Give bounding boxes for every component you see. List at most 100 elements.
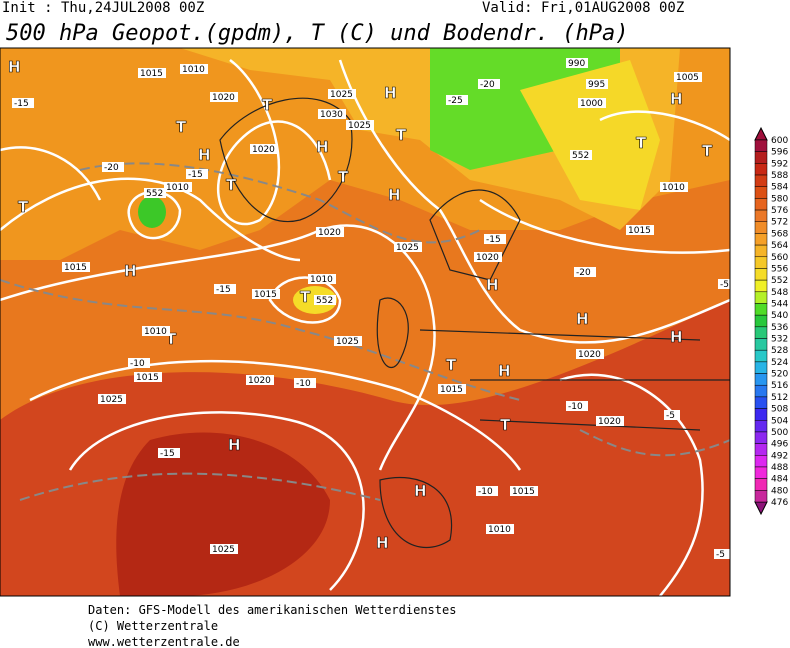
pressure-center: T bbox=[176, 118, 187, 136]
contour-label: -10 bbox=[568, 402, 583, 412]
map-frame bbox=[0, 47, 731, 597]
colorbar-arrow bbox=[754, 126, 768, 141]
contour-label: -5 bbox=[716, 550, 725, 560]
valid-time: Valid: Fri,01AUG2008 00Z bbox=[482, 0, 684, 16]
label-box bbox=[570, 150, 592, 160]
contour-label: 995 bbox=[588, 80, 605, 90]
colorbar-cell bbox=[754, 151, 768, 164]
colorbar-cell bbox=[754, 443, 768, 456]
colorbar-cell bbox=[754, 314, 768, 328]
contour-label: 1010 bbox=[144, 327, 167, 337]
colorbar-cell bbox=[754, 221, 768, 234]
label-box bbox=[714, 549, 730, 559]
colorbar-label: 580 bbox=[771, 194, 788, 204]
pressure-center: H bbox=[228, 436, 241, 454]
colorbar-label: 584 bbox=[771, 183, 788, 193]
label-box bbox=[578, 98, 606, 108]
label-box bbox=[664, 410, 680, 420]
label-box bbox=[510, 486, 538, 496]
contour-label: -5 bbox=[666, 411, 675, 421]
label-box bbox=[314, 295, 336, 305]
contour-label: 1020 bbox=[476, 253, 499, 263]
pressure-center: H bbox=[670, 90, 683, 108]
region bbox=[138, 196, 166, 228]
contour-label: 1025 bbox=[100, 395, 123, 405]
colorbar-cell bbox=[754, 466, 768, 479]
label-box bbox=[214, 284, 236, 294]
contour-label: 1015 bbox=[512, 487, 535, 497]
pressure-center: H bbox=[316, 138, 329, 156]
contour-label: 1015 bbox=[440, 385, 463, 395]
contour-label: 1000 bbox=[580, 99, 603, 109]
label-box bbox=[586, 79, 608, 89]
contour-label: 1025 bbox=[348, 121, 371, 131]
pressure-center: T bbox=[166, 330, 177, 348]
label-box bbox=[308, 274, 336, 284]
colorbar-cell bbox=[754, 408, 768, 421]
colorbar-label: 520 bbox=[771, 370, 788, 380]
label-box bbox=[596, 416, 624, 426]
colorbar-cell bbox=[754, 420, 768, 433]
colorbar-cell bbox=[754, 478, 768, 491]
colorbar-label: 560 bbox=[771, 253, 788, 263]
label-box bbox=[576, 349, 604, 359]
colorbar-cell bbox=[754, 279, 768, 293]
label-box bbox=[102, 162, 124, 172]
label-box bbox=[98, 394, 126, 404]
pressure-center: H bbox=[576, 310, 589, 328]
colorbar-label: 484 bbox=[771, 475, 788, 485]
contour-label: 1015 bbox=[136, 373, 159, 383]
region bbox=[520, 60, 660, 210]
pressure-center: T bbox=[262, 96, 273, 114]
pressure-center: H bbox=[384, 84, 397, 102]
label-box bbox=[566, 401, 588, 411]
label-box bbox=[164, 182, 192, 192]
pressure-center: H bbox=[388, 186, 401, 204]
colorbar-label: 516 bbox=[771, 381, 788, 391]
colorbar-label: 572 bbox=[771, 218, 788, 228]
label-box bbox=[476, 486, 498, 496]
colorbar-label: 576 bbox=[771, 206, 788, 216]
label-box bbox=[138, 68, 166, 78]
colorbar-label: 500 bbox=[771, 428, 788, 438]
contour-label: 1015 bbox=[628, 226, 651, 236]
contour-label: -5 bbox=[720, 280, 729, 290]
pressure-center: T bbox=[226, 176, 237, 194]
label-box bbox=[294, 378, 316, 388]
colorbar-cell bbox=[754, 244, 768, 258]
pressure-center: H bbox=[498, 362, 511, 380]
label-box bbox=[12, 98, 34, 108]
pressure-center: H bbox=[124, 262, 137, 280]
colorbar-label: 556 bbox=[771, 264, 788, 274]
label-box bbox=[328, 89, 356, 99]
colorbar-label: 524 bbox=[771, 358, 788, 368]
label-box bbox=[334, 336, 362, 346]
contour-label: 1030 bbox=[320, 110, 343, 120]
colorbar-label: 476 bbox=[771, 498, 788, 508]
label-box bbox=[250, 144, 278, 154]
contour-label: -15 bbox=[188, 170, 203, 180]
label-box bbox=[474, 252, 502, 262]
label-box bbox=[478, 79, 500, 89]
contour-label: 1020 bbox=[212, 93, 235, 103]
colorbar-cell bbox=[754, 349, 768, 363]
contour-label: -20 bbox=[104, 163, 119, 173]
colorbar-cell bbox=[754, 256, 768, 269]
contour-label: 552 bbox=[572, 151, 589, 161]
colorbar-label: 540 bbox=[771, 311, 788, 321]
colorbar-cell bbox=[754, 186, 768, 199]
colorbar-label: 592 bbox=[771, 159, 788, 169]
pressure-center: H bbox=[670, 328, 683, 346]
contour-label: 1020 bbox=[598, 417, 621, 427]
contour-label: -15 bbox=[160, 449, 175, 459]
footer-copyright: (C) Wetterzentrale bbox=[88, 619, 218, 633]
colorbar-label: 480 bbox=[771, 486, 788, 496]
colorbar-label: 508 bbox=[771, 405, 788, 415]
colorbar-label: 564 bbox=[771, 241, 788, 251]
colorbar-cell bbox=[754, 291, 768, 304]
contour-label: -20 bbox=[576, 268, 591, 278]
pressure-center: H bbox=[414, 482, 427, 500]
pressure-center: H bbox=[198, 146, 211, 164]
label-box bbox=[62, 262, 90, 272]
